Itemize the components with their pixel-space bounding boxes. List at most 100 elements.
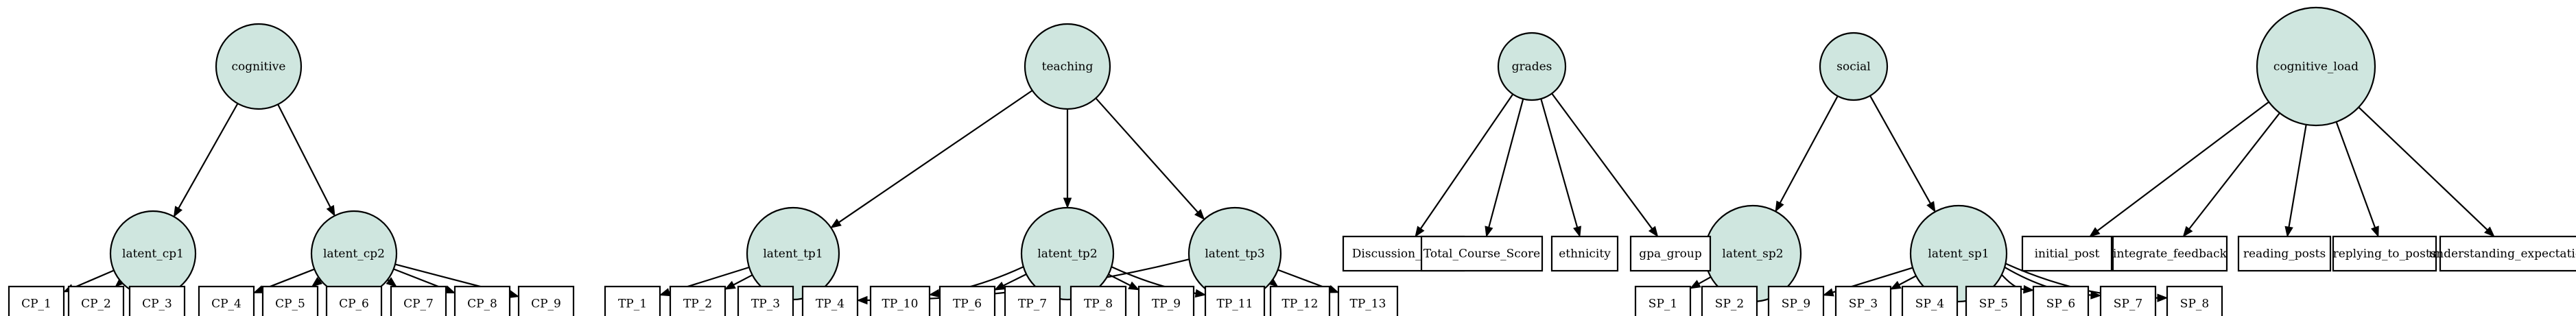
- edge-line: [1420, 93, 1514, 230]
- arrowhead: [326, 205, 335, 217]
- latent-node-label: teaching: [1042, 60, 1094, 74]
- edge-grades-to-Discussion_Score: [1415, 93, 1514, 238]
- edge-cognitive-to-latent_cp2: [277, 104, 335, 217]
- arrowhead: [2157, 293, 2169, 302]
- latent-node-latent_tp2: latent_tp2: [1020, 206, 1115, 301]
- edge-social-to-latent_sp2: [1775, 95, 1839, 212]
- observed-node-label: gpa_group: [1639, 247, 1702, 261]
- latent-node-label: cognitive_load: [2273, 60, 2359, 74]
- edge-teaching-to-latent_tp1: [830, 90, 1033, 228]
- observed-node-understanding_expectations: understanding_expectations: [2429, 235, 2576, 272]
- edge-cognitive_load-to-understanding_expectations: [2358, 106, 2495, 237]
- observed-node-label: CP_6: [339, 297, 369, 311]
- edges-layer: [62, 90, 2495, 305]
- arrowhead: [1194, 289, 1207, 298]
- arrowhead: [311, 277, 323, 287]
- observed-node-box: [2099, 285, 2157, 316]
- latent-node-shape: [1024, 23, 1111, 110]
- edge-teaching-to-latent_tp3: [1095, 97, 1205, 221]
- edge-line: [2335, 121, 2376, 228]
- edge-line: [1488, 99, 1524, 228]
- edge-teaching-to-latent_tp2: [1063, 109, 1072, 209]
- observed-node-TP_13: TP_13: [1337, 285, 1399, 316]
- edge-latent_sp1-to-SP_3: [1889, 275, 1917, 290]
- edge-grades-to-ethnicity: [1540, 98, 1581, 238]
- arrowhead: [1889, 280, 1902, 290]
- edge-line: [733, 274, 753, 286]
- edge-line: [1779, 95, 1839, 204]
- observed-node-TP_2: TP_2: [669, 285, 726, 316]
- edge-latent_tp1-to-TP_2: [724, 274, 753, 290]
- observed-node-label: TP_8: [1084, 297, 1113, 311]
- latent-node-shape: [2256, 6, 2376, 127]
- arrowhead: [2371, 226, 2379, 238]
- observed-node-label: SP_9: [1782, 297, 1810, 311]
- observed-node-label: TP_9: [1152, 297, 1181, 311]
- observed-node-label: TP_12: [1282, 297, 1319, 311]
- latent-node-grades: grades: [1497, 32, 1567, 101]
- observed-node-box: [517, 285, 575, 316]
- arrowhead: [993, 281, 1006, 291]
- observed-node-label: TP_11: [1217, 297, 1253, 311]
- observed-node-replying_to_posts: replying_to_posts: [2332, 235, 2437, 272]
- observed-node-Total_Course_Score: Total_Course_Score: [1420, 235, 1544, 272]
- observed-node-box: [1550, 235, 1619, 272]
- observed-node-TP_12: TP_12: [1269, 285, 1331, 316]
- observed-node-box: [669, 285, 726, 316]
- arrowhead: [1415, 226, 1425, 238]
- observed-node-label: TP_6: [953, 297, 982, 311]
- edge-line: [1540, 98, 1579, 228]
- observed-node-label: CP_3: [142, 297, 172, 311]
- observed-node-TP_6: TP_6: [938, 285, 996, 316]
- observed-node-label: CP_1: [21, 297, 51, 311]
- observed-node-box: [128, 285, 186, 316]
- latent-node-shape: [1909, 204, 2008, 303]
- observed-node-TP_8: TP_8: [1070, 285, 1127, 316]
- observed-node-SP_5: SP_5: [1965, 285, 2022, 316]
- latent-node-latent_sp2: latent_sp2: [1703, 204, 1802, 303]
- observed-node-box: [390, 285, 447, 316]
- observed-node-gpa_group: gpa_group: [1629, 235, 1712, 272]
- observed-node-SP_2: SP_2: [1701, 285, 1758, 316]
- observed-node-SP_9: SP_9: [1767, 285, 1825, 316]
- edge-line: [1898, 275, 1917, 286]
- edge-line: [1551, 93, 1653, 230]
- arrowhead: [2023, 284, 2035, 294]
- arrowhead: [386, 277, 397, 287]
- latent-node-cognitive: cognitive: [215, 23, 303, 110]
- observed-node-label: ethnicity: [1559, 247, 1611, 261]
- arrowhead: [2089, 227, 2101, 237]
- latent-node-label: grades: [1512, 60, 1552, 74]
- edge-latent_sp1-to-SP_6: [2001, 274, 2035, 294]
- observed-node-ethnicity: ethnicity: [1550, 235, 1619, 272]
- observed-node-TP_9: TP_9: [1137, 285, 1195, 316]
- latent-node-label: latent_tp2: [1037, 247, 1097, 261]
- observed-node-box: [1965, 285, 2022, 316]
- arrowhead: [928, 289, 941, 298]
- observed-node-SP_7: SP_7: [2099, 285, 2157, 316]
- edge-line: [1869, 95, 1931, 204]
- observed-node-label: SP_4: [1915, 297, 1944, 311]
- observed-node-integrate_feedback: integrate_feedback: [2112, 235, 2228, 272]
- edge-cognitive_load-to-initial_post: [2089, 101, 2269, 237]
- observed-node-CP_6: CP_6: [325, 285, 383, 316]
- edge-line: [2188, 112, 2280, 230]
- latent-node-shape: [215, 23, 303, 110]
- observed-node-box: [737, 285, 794, 316]
- observed-node-box: [2021, 235, 2113, 272]
- observed-node-CP_7: CP_7: [390, 285, 447, 316]
- latent-node-label: latent_sp2: [1722, 247, 1783, 261]
- latent-node-latent_sp1: latent_sp1: [1909, 204, 2008, 303]
- edge-line: [1698, 276, 1712, 284]
- observed-node-CP_8: CP_8: [453, 285, 511, 316]
- observed-node-box: [2112, 235, 2228, 272]
- observed-node-label: CP_2: [81, 297, 111, 311]
- observed-node-CP_5: CP_5: [261, 285, 319, 316]
- observed-node-TP_1: TP_1: [604, 285, 661, 316]
- arrowhead: [1128, 281, 1140, 291]
- observed-node-label: CP_7: [403, 297, 434, 311]
- edge-cognitive_load-to-integrate_feedback: [2182, 112, 2280, 238]
- observed-node-box: [453, 285, 511, 316]
- edge-cognitive_load-to-reading_posts: [2284, 124, 2307, 238]
- observed-node-label: SP_5: [1979, 297, 2008, 311]
